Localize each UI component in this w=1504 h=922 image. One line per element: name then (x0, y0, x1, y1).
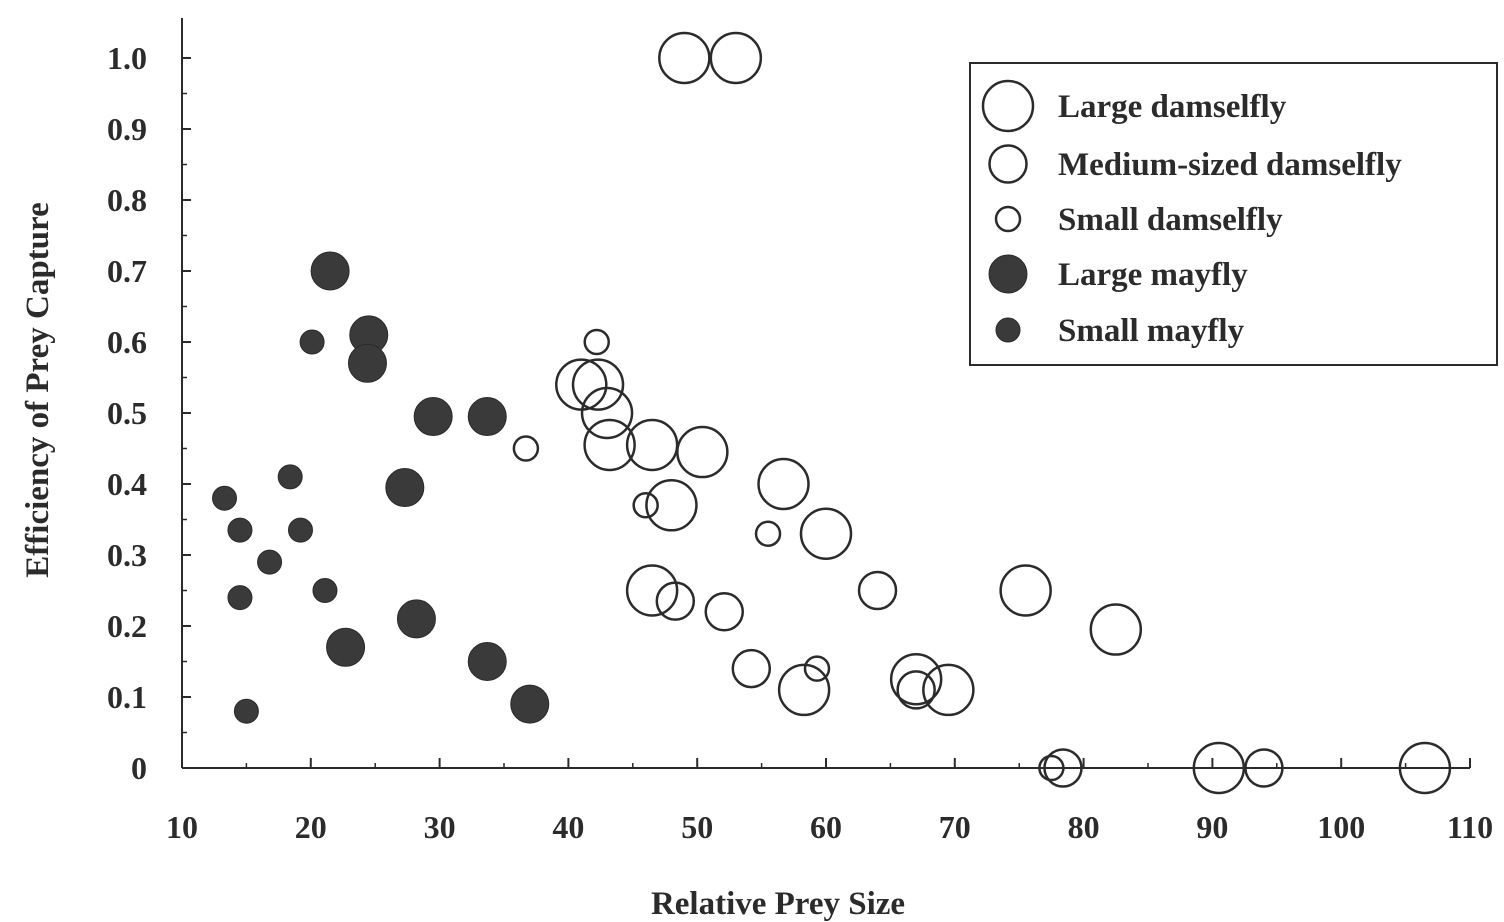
data-point (583, 418, 636, 472)
y-axis-label: Efficiency of Prey Capture (20, 202, 56, 577)
x-tick-label: 70 (939, 809, 971, 845)
data-point (757, 457, 810, 511)
data-point (326, 627, 366, 667)
data-point (1398, 741, 1452, 795)
y-tick-label: 0.3 (107, 537, 147, 573)
legend-marker (988, 144, 1028, 184)
legend-marker (995, 317, 1021, 343)
data-point (580, 386, 634, 440)
y-tick-label: 0.1 (107, 679, 147, 715)
legend-label: Large mayfly (1058, 257, 1248, 293)
data-point (299, 329, 325, 355)
data-point (227, 517, 253, 543)
y-tick-label: 0.8 (107, 182, 147, 218)
data-point (676, 425, 729, 479)
legend-marker (981, 79, 1035, 133)
data-point (896, 670, 936, 710)
y-tick-label: 0.6 (107, 324, 147, 360)
legend-marker (988, 254, 1028, 294)
data-point (922, 663, 975, 717)
data-point (625, 564, 679, 617)
x-tick-label: 10 (166, 809, 198, 845)
data-point (754, 520, 782, 547)
y-tick-label: 0 (131, 750, 147, 786)
data-point (396, 599, 436, 639)
y-tick-label: 0.7 (107, 253, 147, 289)
data-point (731, 648, 772, 689)
data-point (233, 698, 259, 724)
data-point (1192, 741, 1246, 795)
y-tick-label: 1.0 (107, 40, 147, 76)
data-point (512, 435, 540, 462)
data-point (385, 468, 425, 508)
legend-label: Small mayfly (1058, 313, 1245, 349)
x-tick-label: 100 (1317, 809, 1365, 845)
data-point (510, 684, 550, 724)
x-tick-label: 60 (810, 809, 842, 845)
data-point (704, 592, 744, 632)
data-point (1089, 603, 1143, 656)
data-point (1043, 748, 1083, 788)
data-point (777, 663, 831, 717)
data-point (413, 397, 453, 437)
y-tick-label: 0.4 (107, 466, 147, 502)
data-point (709, 31, 763, 85)
data-point (803, 655, 831, 682)
legend-box (969, 62, 1498, 366)
x-axis-label: Relative Prey Size (651, 886, 905, 922)
y-tick-label: 0.2 (107, 608, 147, 644)
x-tick-label: 50 (681, 809, 713, 845)
legend-label: Large damselfly (1058, 89, 1287, 125)
data-points (212, 31, 1452, 795)
data-point (583, 328, 610, 356)
data-point (277, 464, 303, 490)
data-point (857, 570, 898, 611)
data-point (312, 578, 338, 603)
axes: 0 0.1 0.2 0.3 0.4 0.5 0.6 0.7 0.8 0.9 1.0 10 20 30 40 5… (107, 18, 1493, 845)
legend-label: Medium-sized damselfly (1058, 147, 1402, 183)
data-point (287, 517, 313, 543)
data-point (212, 485, 238, 511)
data-point (227, 585, 253, 611)
y-tick-label: 0.9 (107, 111, 147, 147)
data-point (999, 564, 1052, 617)
x-tick-label: 20 (295, 809, 327, 845)
data-point (632, 492, 659, 519)
data-point (655, 581, 696, 621)
x-tick-label: 110 (1447, 809, 1493, 845)
data-point (799, 507, 853, 560)
x-tick-label: 30 (424, 809, 456, 845)
data-point (467, 642, 507, 681)
legend: Large damselfly Medium-sized damselfly Sma… (969, 62, 1498, 366)
legend-label: Small damselfly (1058, 202, 1283, 238)
data-point (347, 343, 387, 383)
x-tick-label: 40 (552, 809, 584, 845)
x-tick-label: 80 (1068, 809, 1100, 845)
legend-marker (994, 205, 1022, 233)
data-point (310, 251, 350, 291)
data-point (645, 479, 698, 532)
data-point (658, 31, 711, 85)
data-point (257, 549, 283, 575)
data-point (467, 397, 507, 437)
y-tick-label: 0.5 (107, 395, 147, 431)
x-tick-label: 90 (1196, 809, 1228, 845)
data-point (571, 358, 625, 411)
data-point (889, 653, 943, 706)
data-point (1244, 748, 1284, 788)
data-point (1038, 754, 1065, 782)
